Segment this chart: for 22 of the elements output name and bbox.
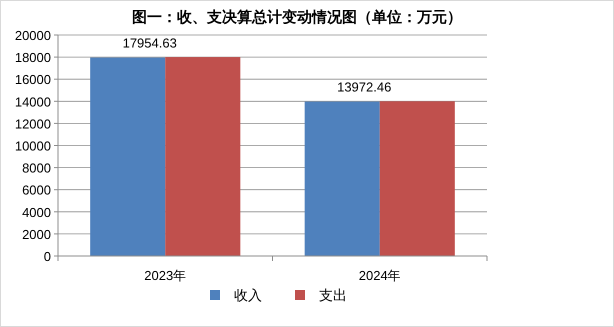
y-tick-label: 14000 [14,94,51,110]
bar [380,101,455,256]
bar [90,58,166,256]
chart-title: 图一：收、支决算总计变动情况图（单位：万元） [132,8,462,26]
x-tick-label: 2024年 [358,268,401,283]
y-tick-label: 8000 [22,160,51,176]
data-label: 17954.63 [122,36,177,51]
data-label: 13972.46 [337,80,392,95]
y-tick-label: 12000 [14,116,51,132]
y-tick-label: 18000 [14,50,51,66]
y-tick-label: 6000 [22,182,51,198]
y-tick-label: 0 [44,249,51,264]
x-tick-label: 2023年 [144,268,186,283]
y-tick-label: 16000 [14,72,51,88]
y-tick-label: 10000 [14,138,51,154]
y-tick-label: 20000 [14,28,51,43]
y-tick-label: 4000 [22,204,51,220]
legend-label: 收入 [234,288,262,304]
y-tick-label: 2000 [22,226,51,242]
bar [165,57,240,256]
bar [304,102,380,256]
legend-label: 支出 [319,288,347,304]
